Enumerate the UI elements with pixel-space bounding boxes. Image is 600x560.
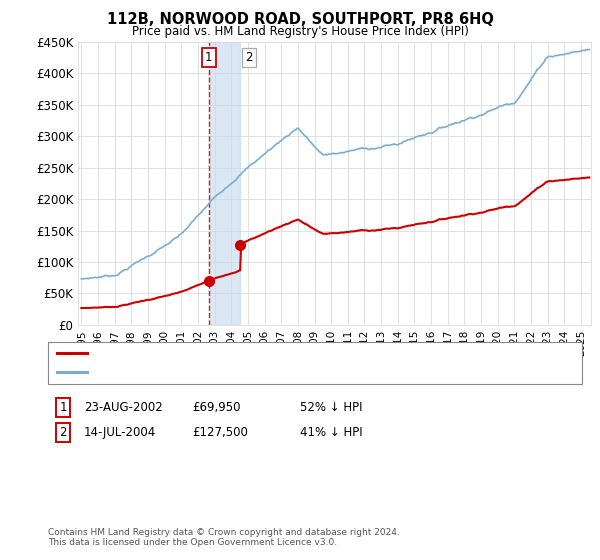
- Text: 2: 2: [59, 426, 67, 439]
- Text: 52% ↓ HPI: 52% ↓ HPI: [300, 401, 362, 414]
- Text: £69,950: £69,950: [192, 401, 241, 414]
- Text: £127,500: £127,500: [192, 426, 248, 439]
- Text: Contains HM Land Registry data © Crown copyright and database right 2024.
This d: Contains HM Land Registry data © Crown c…: [48, 528, 400, 547]
- Text: HPI: Average price, detached house, Sefton: HPI: Average price, detached house, Seft…: [90, 367, 328, 377]
- Bar: [209, 42, 240, 325]
- Text: 14-JUL-2004: 14-JUL-2004: [84, 426, 156, 439]
- Text: 112B, NORWOOD ROAD, SOUTHPORT, PR8 6HQ: 112B, NORWOOD ROAD, SOUTHPORT, PR8 6HQ: [107, 12, 493, 26]
- Text: 1: 1: [205, 51, 212, 64]
- Text: 41% ↓ HPI: 41% ↓ HPI: [300, 426, 362, 439]
- Text: 23-AUG-2002: 23-AUG-2002: [84, 401, 163, 414]
- Text: 1: 1: [59, 401, 67, 414]
- Text: Price paid vs. HM Land Registry's House Price Index (HPI): Price paid vs. HM Land Registry's House …: [131, 25, 469, 38]
- Text: 112B, NORWOOD ROAD, SOUTHPORT, PR8 6HQ (detached house): 112B, NORWOOD ROAD, SOUTHPORT, PR8 6HQ (…: [90, 348, 450, 358]
- Text: 2: 2: [245, 51, 253, 64]
